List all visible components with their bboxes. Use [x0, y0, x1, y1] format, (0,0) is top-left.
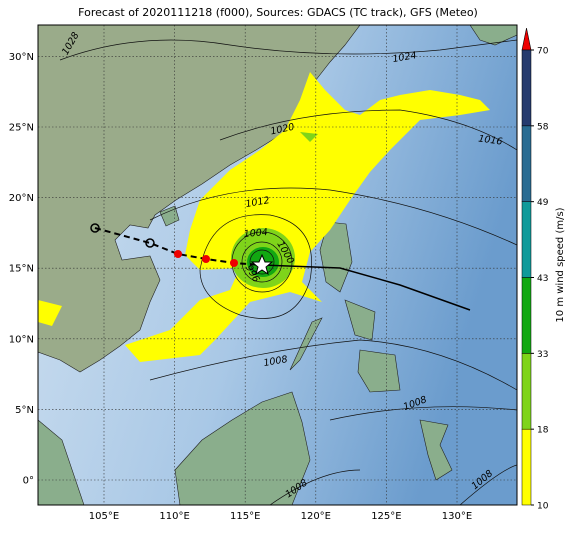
colorbar-tick-label: 43	[537, 274, 548, 284]
colorbar-segment	[521, 125, 532, 202]
land	[38, 25, 517, 505]
colorbar-segment	[521, 428, 532, 506]
lat-label: 0°	[23, 476, 34, 487]
colorbar-tick-label: 10	[537, 502, 549, 512]
isobar-label: 1020	[270, 122, 296, 138]
lon-label: 120°E	[301, 511, 331, 522]
colorbar-segment	[521, 201, 532, 278]
isobar-label: 1004	[243, 227, 268, 240]
wind-yellow	[38, 300, 62, 326]
lat-label: 5°N	[15, 405, 34, 416]
lat-label: 30°N	[9, 52, 34, 63]
colorbar-extend	[521, 27, 532, 51]
map-frame	[37, 24, 518, 506]
lon-label: 125°E	[371, 511, 401, 522]
map-area: 1028102410201016101210041000996100810081…	[38, 25, 517, 505]
lat-label: 10°N	[9, 334, 34, 345]
isobar-label: 1012	[245, 195, 271, 210]
lat-label: 25°N	[9, 123, 34, 134]
colorbar-segment	[521, 49, 532, 127]
colorbar-tick-label: 70	[537, 47, 549, 57]
lon-label: 105°E	[89, 511, 119, 522]
colorbar-tick-label: 58	[537, 122, 549, 132]
isobar-label: 1008	[263, 354, 289, 369]
colorbar-segment	[521, 353, 532, 430]
wind-lightgreen	[300, 132, 318, 142]
colorbar-tick-label: 49	[537, 198, 549, 208]
wind-yellow	[125, 72, 490, 362]
lon-label: 130°E	[442, 511, 472, 522]
isobar-label: 1024	[392, 50, 418, 65]
isobar-label: 1016	[478, 133, 503, 147]
isobars	[59, 39, 517, 505]
map-title: Forecast of 2020111218 (f000), Sources: …	[78, 6, 478, 19]
colorbar: 10 18 33 43 49 58 70	[521, 27, 549, 512]
graticule	[38, 25, 517, 505]
track	[90, 223, 471, 311]
lat-label: 20°N	[9, 193, 34, 204]
axis-ticks: 105°E 110°E 115°E 120°E 125°E 130°E 0° 5°N 10°N 1…	[9, 52, 472, 522]
colorbar-tick-label: 18	[537, 426, 549, 436]
lon-label: 110°E	[159, 511, 189, 522]
colorbar-label: 10 m wind speed (m/s)	[555, 207, 566, 322]
colorbar-segment	[521, 277, 532, 354]
lat-label: 15°N	[9, 264, 34, 275]
colorbar-tick-label: 33	[537, 350, 548, 360]
lon-label: 115°E	[230, 511, 260, 522]
